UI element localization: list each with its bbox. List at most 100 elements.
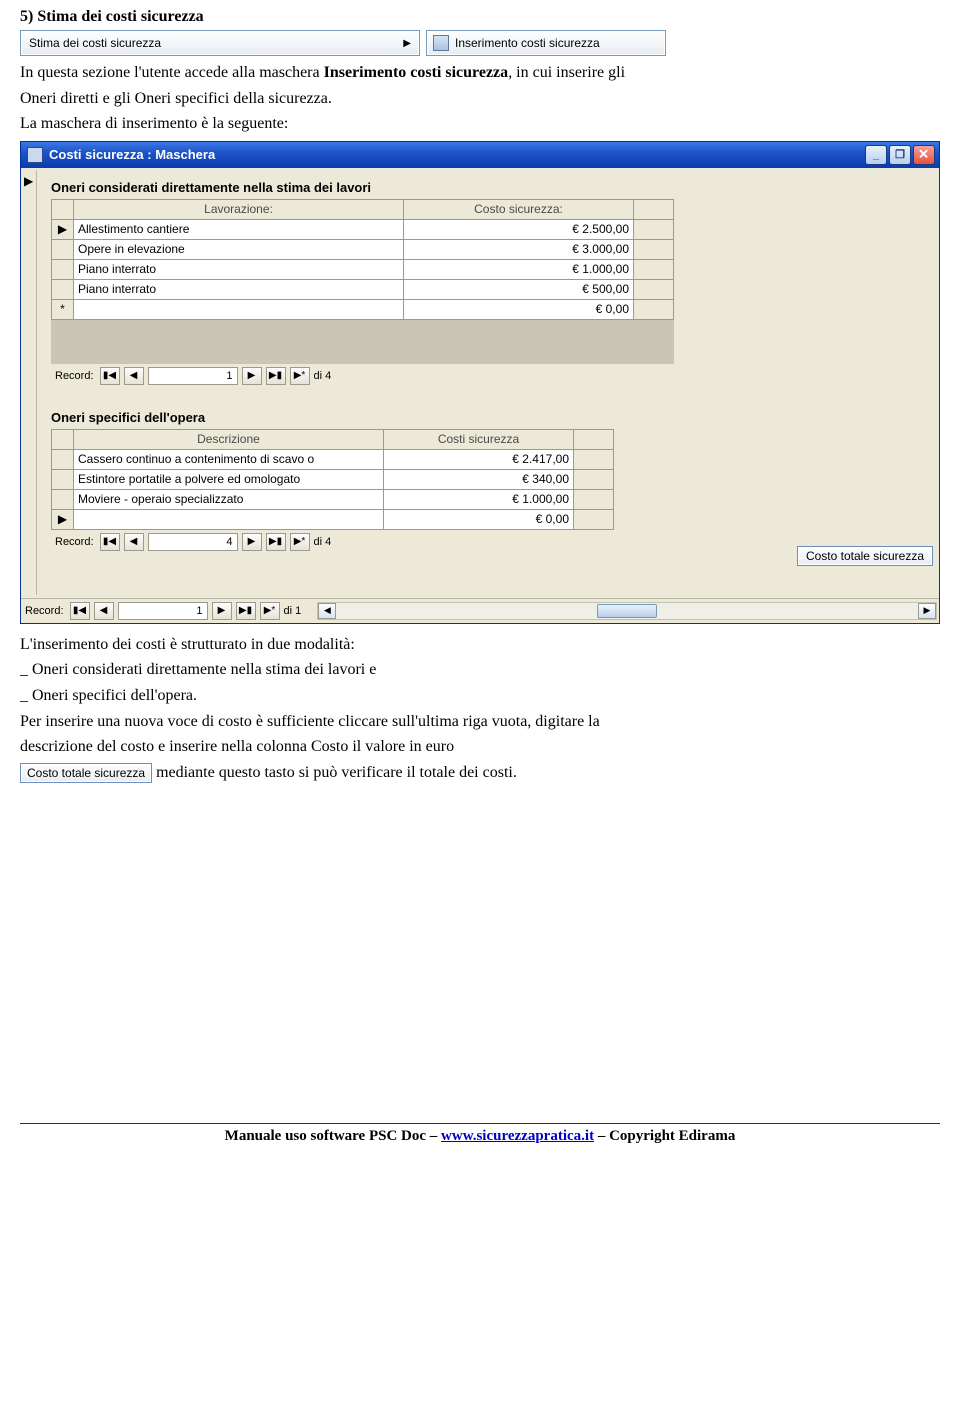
costo-totale-button[interactable]: Costo totale sicurezza bbox=[797, 546, 933, 566]
cell-desc[interactable] bbox=[74, 299, 404, 319]
cell-cost[interactable]: € 1.000,00 bbox=[404, 259, 634, 279]
row-selector[interactable]: ▶ bbox=[52, 219, 74, 239]
cell-desc[interactable]: Estintore portatile a polvere ed omologa… bbox=[74, 469, 384, 489]
close-button[interactable]: ✕ bbox=[913, 145, 935, 165]
cell-cost[interactable]: € 0,00 bbox=[404, 299, 634, 319]
row-selector[interactable] bbox=[52, 279, 74, 299]
cell-desc[interactable]: Cassero continuo a contenimento di scavo… bbox=[74, 449, 384, 469]
body-text: Costo totale sicurezza mediante questo t… bbox=[20, 762, 940, 784]
table-row[interactable]: Moviere - operaio specializzato€ 1.000,0… bbox=[52, 489, 614, 509]
cell-desc[interactable]: Allestimento cantiere bbox=[74, 219, 404, 239]
table-row[interactable]: Piano interrato€ 1.000,00 bbox=[52, 259, 674, 279]
cell-trail bbox=[634, 239, 674, 259]
row-selector[interactable] bbox=[52, 489, 74, 509]
record-number-input[interactable] bbox=[148, 367, 238, 385]
nav-next-button[interactable]: ▶ bbox=[242, 367, 262, 385]
cell-desc[interactable]: Piano interrato bbox=[74, 259, 404, 279]
record-count: di 1 bbox=[284, 605, 302, 617]
trailing-col bbox=[634, 199, 674, 219]
nav-first-button[interactable]: ▮◀ bbox=[100, 533, 120, 551]
cell-cost[interactable]: € 3.000,00 bbox=[404, 239, 634, 259]
row-selector[interactable] bbox=[52, 449, 74, 469]
table-row[interactable]: Estintore portatile a polvere ed omologa… bbox=[52, 469, 614, 489]
table-row[interactable]: Opere in elevazione€ 3.000,00 bbox=[52, 239, 674, 259]
record-number-input[interactable] bbox=[148, 533, 238, 551]
body-text: _ Oneri specifici dell'opera. bbox=[20, 685, 940, 707]
window-bottom-bar: Record: ▮◀ ◀ ▶ ▶▮ ▶* di 1 ◀ ▶ bbox=[21, 598, 939, 623]
window-controls: _ ❐ ✕ bbox=[865, 145, 935, 165]
nav-new-button[interactable]: ▶* bbox=[260, 602, 280, 620]
menu-strip: Stima dei costi sicurezza ▶ Inserimento … bbox=[20, 30, 940, 56]
record-nav-1: Record: ▮◀ ◀ ▶ ▶▮ ▶* di 4 bbox=[51, 364, 931, 388]
footer-text: – Copyright Edirama bbox=[594, 1128, 735, 1144]
cell-cost[interactable]: € 340,00 bbox=[384, 469, 574, 489]
side-button-wrap: Costo totale sicurezza bbox=[797, 546, 933, 566]
scroll-left-icon[interactable]: ◀ bbox=[318, 603, 336, 619]
body-text: Per inserire una nuova voce di costo è s… bbox=[20, 711, 940, 733]
menu-parent[interactable]: Stima dei costi sicurezza ▶ bbox=[20, 30, 420, 56]
nav-last-button[interactable]: ▶▮ bbox=[266, 367, 286, 385]
access-form-window: Costi sicurezza : Maschera _ ❐ ✕ ▶ Oneri… bbox=[20, 141, 940, 624]
row-selector[interactable] bbox=[52, 239, 74, 259]
cell-trail bbox=[634, 279, 674, 299]
col-header-descrizione[interactable]: Descrizione bbox=[74, 429, 384, 449]
cell-trail bbox=[574, 509, 614, 529]
cell-cost[interactable]: € 1.000,00 bbox=[384, 489, 574, 509]
nav-new-button[interactable]: ▶* bbox=[290, 533, 310, 551]
new-record-icon[interactable]: * bbox=[52, 299, 74, 319]
cell-cost[interactable]: € 500,00 bbox=[404, 279, 634, 299]
cell-trail bbox=[574, 449, 614, 469]
nav-last-button[interactable]: ▶▮ bbox=[236, 602, 256, 620]
table-row[interactable]: ▶Allestimento cantiere€ 2.500,00 bbox=[52, 219, 674, 239]
nav-next-button[interactable]: ▶ bbox=[242, 533, 262, 551]
cell-desc[interactable]: Moviere - operaio specializzato bbox=[74, 489, 384, 509]
table-row[interactable]: Piano interrato€ 500,00 bbox=[52, 279, 674, 299]
footer-text: Manuale uso software PSC Doc – bbox=[225, 1128, 441, 1144]
maximize-button[interactable]: ❐ bbox=[889, 145, 911, 165]
nav-last-button[interactable]: ▶▮ bbox=[266, 533, 286, 551]
row-selector[interactable]: ▶ bbox=[52, 509, 74, 529]
nav-prev-button[interactable]: ◀ bbox=[94, 602, 114, 620]
nav-new-button[interactable]: ▶* bbox=[290, 367, 310, 385]
footer-link[interactable]: www.sicurezzapratica.it bbox=[441, 1128, 594, 1144]
table-row[interactable]: ▶ € 0,00 bbox=[52, 509, 614, 529]
minimize-button[interactable]: _ bbox=[865, 145, 887, 165]
trailing-col bbox=[574, 429, 614, 449]
scroll-right-icon[interactable]: ▶ bbox=[918, 603, 936, 619]
section2-title: Oneri specifici dell'opera bbox=[51, 410, 931, 425]
table-row[interactable]: Cassero continuo a contenimento di scavo… bbox=[52, 449, 614, 469]
menu-child[interactable]: Inserimento costi sicurezza bbox=[426, 30, 666, 56]
row-selector[interactable] bbox=[52, 469, 74, 489]
cell-cost[interactable]: € 2.417,00 bbox=[384, 449, 574, 469]
cell-desc[interactable] bbox=[74, 509, 384, 529]
scroll-thumb[interactable] bbox=[597, 604, 657, 618]
page-footer: Manuale uso software PSC Doc – www.sicur… bbox=[20, 1123, 940, 1145]
col-header-costi[interactable]: Costi sicurezza bbox=[384, 429, 574, 449]
cell-cost[interactable]: € 2.500,00 bbox=[404, 219, 634, 239]
window-titlebar[interactable]: Costi sicurezza : Maschera _ ❐ ✕ bbox=[21, 142, 939, 168]
nav-first-button[interactable]: ▮◀ bbox=[100, 367, 120, 385]
menu-parent-label: Stima dei costi sicurezza bbox=[29, 36, 161, 50]
cell-cost[interactable]: € 0,00 bbox=[384, 509, 574, 529]
nav-next-button[interactable]: ▶ bbox=[212, 602, 232, 620]
record-number-input[interactable] bbox=[118, 602, 208, 620]
col-header-costo[interactable]: Costo sicurezza: bbox=[404, 199, 634, 219]
cell-trail bbox=[634, 259, 674, 279]
row-selector[interactable] bbox=[52, 259, 74, 279]
cell-desc[interactable]: Piano interrato bbox=[74, 279, 404, 299]
new-record-row[interactable]: * € 0,00 bbox=[52, 299, 674, 319]
horizontal-scrollbar[interactable]: ◀ ▶ bbox=[317, 602, 937, 620]
nav-prev-button[interactable]: ◀ bbox=[124, 367, 144, 385]
record-label: Record: bbox=[25, 605, 64, 617]
intro-text: In questa sezione l'utente accede alla m… bbox=[20, 64, 324, 81]
nav-prev-button[interactable]: ◀ bbox=[124, 533, 144, 551]
record-label: Record: bbox=[55, 370, 94, 382]
form-inner: Oneri considerati direttamente nella sti… bbox=[37, 170, 939, 598]
cell-desc[interactable]: Opere in elevazione bbox=[74, 239, 404, 259]
record-selector-gutter[interactable]: ▶ bbox=[21, 170, 37, 595]
maximize-icon: ❐ bbox=[895, 148, 905, 161]
nav-first-button[interactable]: ▮◀ bbox=[70, 602, 90, 620]
costo-totale-inline-button[interactable]: Costo totale sicurezza bbox=[20, 763, 152, 783]
row-selector-header bbox=[52, 429, 74, 449]
col-header-lavorazione[interactable]: Lavorazione: bbox=[74, 199, 404, 219]
